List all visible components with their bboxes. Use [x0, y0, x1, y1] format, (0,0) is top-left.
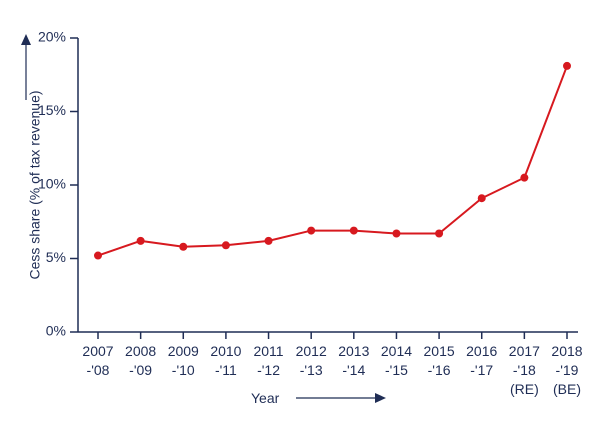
y-tick-label: 10% [38, 176, 66, 192]
x-tick-label: 2009 [168, 343, 199, 359]
x-tick-label: -'18 [513, 362, 536, 378]
x-tick-label: (RE) [510, 381, 539, 397]
x-tick-label: 2008 [125, 343, 156, 359]
x-tick-label: -'19 [556, 362, 579, 378]
data-point [349, 226, 358, 235]
y-axis-title: Cess share (% of tax revenue) [27, 90, 43, 279]
x-tick-label: -'16 [428, 362, 451, 378]
y-axis-arrow-head [21, 34, 31, 45]
x-tick-label: 2016 [466, 343, 497, 359]
data-point [520, 173, 529, 182]
x-tick-label: 2014 [381, 343, 412, 359]
x-tick-label: 2011 [253, 343, 283, 359]
x-tick-label: 2017 [509, 343, 540, 359]
x-tick-label: 2013 [338, 343, 369, 359]
x-axis-title: Year [251, 390, 280, 406]
x-tick-label: -'13 [300, 362, 323, 378]
y-tick-label: 20% [38, 29, 66, 45]
x-tick-label: (BE) [553, 381, 581, 397]
x-tick-label: -'08 [87, 362, 110, 378]
x-tick-label: 2018 [551, 343, 582, 359]
data-point [307, 226, 316, 235]
x-axis-arrow-head [375, 393, 386, 403]
y-tick-label: 5% [46, 249, 66, 265]
data-point [179, 242, 188, 251]
x-tick-label: -'11 [215, 362, 237, 378]
data-point [264, 236, 273, 245]
x-tick-label: 2012 [296, 343, 327, 359]
y-tick-label: 15% [38, 102, 66, 118]
data-point [392, 229, 401, 238]
data-point [435, 229, 444, 238]
data-point [94, 251, 102, 260]
data-point [477, 194, 486, 203]
data-point [221, 241, 230, 250]
x-tick-label: 2015 [424, 343, 455, 359]
x-tick-label: -'09 [129, 362, 152, 378]
y-tick-label: 0% [46, 323, 66, 339]
data-point [136, 236, 145, 245]
x-tick-label: -'15 [385, 362, 408, 378]
x-tick-label: 2007 [82, 343, 113, 359]
x-tick-label: -'14 [342, 362, 365, 378]
x-tick-label: 2010 [210, 343, 241, 359]
data-point [563, 61, 571, 70]
y-axis-title-group: Cess share (% of tax revenue) [27, 90, 43, 279]
x-tick-label: -'10 [172, 362, 195, 378]
x-tick-label: -'17 [470, 362, 493, 378]
x-tick-label: -'12 [257, 362, 280, 378]
series-line [97, 65, 568, 257]
